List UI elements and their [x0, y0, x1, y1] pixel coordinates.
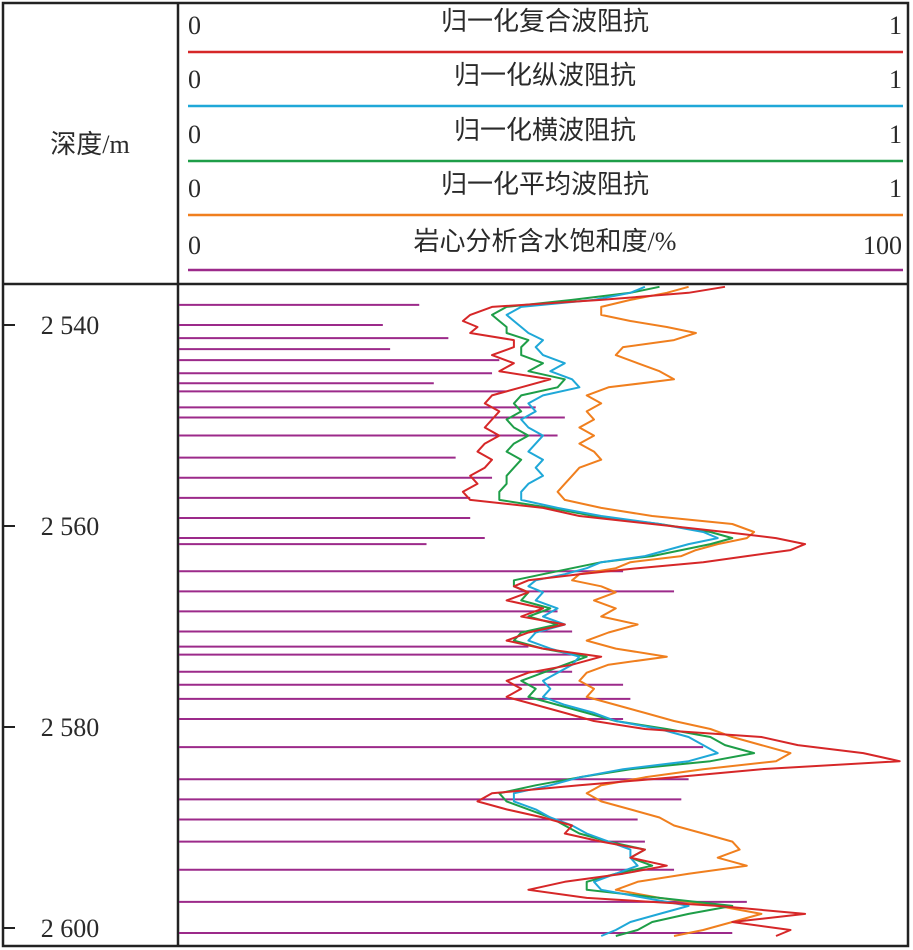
depth-column-title: 深度/m: [50, 130, 129, 159]
depth-tick-label: 2 580: [41, 713, 100, 742]
plot-area: [179, 285, 901, 937]
scale-max-label: 1: [889, 11, 902, 40]
legend-row-2: 0 归一化纵波阻抗 1: [188, 61, 903, 108]
plot-clip-group: [179, 285, 901, 937]
saturation-bars: [179, 303, 747, 935]
scale-max-label: 1: [889, 65, 902, 94]
impedance-curve-3: [491, 285, 756, 937]
legend-row-5: 0 岩心分析含水饱和度/% 100: [188, 227, 903, 272]
scale-max-label: 100: [863, 231, 902, 260]
depth-tick-label: 2 560: [41, 512, 100, 541]
impedance-curve-1: [461, 285, 901, 937]
series-name: 归一化纵波阻抗: [454, 61, 636, 90]
scale-min-label: 0: [188, 174, 201, 203]
scale-min-label: 0: [188, 231, 201, 260]
series-name: 归一化平均波阻抗: [441, 170, 649, 199]
depth-tick-label: 2 540: [41, 311, 100, 340]
scale-max-label: 1: [889, 120, 902, 149]
legend-row-1: 0 归一化复合波阻抗 1: [188, 7, 903, 54]
scale-max-label: 1: [889, 174, 902, 203]
legend-row-4: 0 归一化平均波阻抗 1: [188, 170, 903, 217]
scale-min-label: 0: [188, 11, 201, 40]
series-name: 归一化复合波阻抗: [441, 7, 649, 36]
depth-tick-label: 2 600: [41, 914, 100, 943]
series-name: 岩心分析含水饱和度/%: [414, 227, 677, 256]
track-header: 深度/m 0 归一化复合波阻抗 1 0 归一化纵波阻抗 1 0 归一化横波阻抗 1 0 归一化平均波阻…: [50, 7, 903, 272]
scale-min-label: 0: [188, 65, 201, 94]
series-name: 归一化横波阻抗: [454, 116, 636, 145]
impedance-curve-4: [556, 285, 792, 937]
scale-min-label: 0: [188, 120, 201, 149]
depth-axis: 2 540 2 560 2 580 2 600: [3, 311, 99, 943]
legend-row-3: 0 归一化横波阻抗 1: [188, 116, 903, 163]
